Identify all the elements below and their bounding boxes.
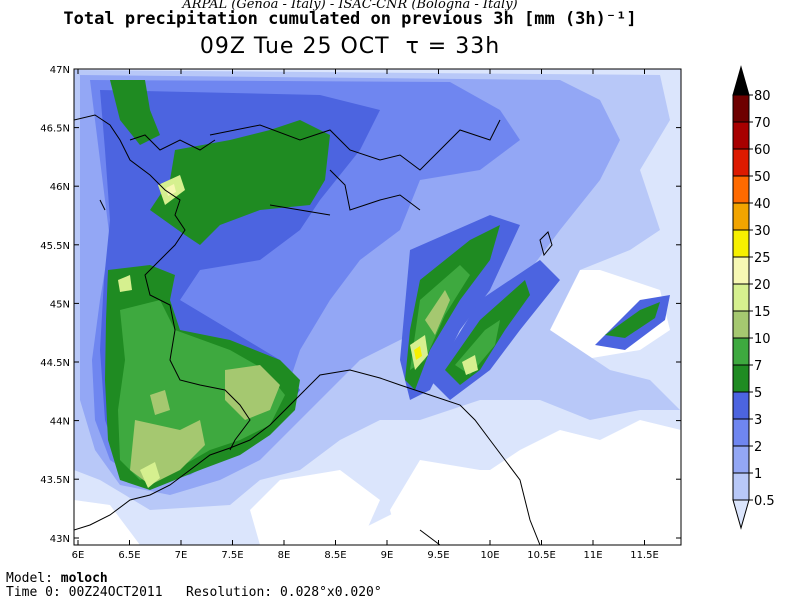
no-precip-area [390,460,520,545]
colorbar-segment [732,283,750,312]
colorbar-segment [732,202,750,231]
precip-level-7 [110,80,160,145]
colorbar-label: 80 [754,89,771,104]
colorbar-segment [732,256,750,285]
lon-tick-label: 11.5E [630,550,659,561]
valid-time: 09Z Tue 25 OCT [199,34,390,59]
lon-tick-label: 6E [72,550,85,561]
colorbar-segment [732,94,750,123]
map-title: Total precipitation cumulated on previou… [63,9,637,29]
time-value: 00Z24OCT2011 [68,585,163,600]
precip-level-15 [150,390,170,415]
colorbar-segment [732,364,750,393]
colorbar-label: 1 [754,467,762,482]
colorbar-segment [732,121,750,150]
precip-level-7 [605,302,660,338]
colorbar-segment [732,148,750,177]
lat-tick-label: 46N [50,182,70,193]
no-precip-area [74,500,140,545]
lon-tick-label: 10.5E [527,550,556,561]
colorbar-label: 5 [754,386,762,401]
model-value: moloch [60,571,108,586]
colorbar-label: 70 [754,116,771,131]
precip-level-7 [150,120,330,245]
model-line: Model: moloch [6,571,108,586]
lat-tick-label: 43.5N [40,475,70,486]
colorbar-segment [732,175,750,204]
colorbar-label: 50 [754,170,771,185]
colorbar-segment [732,337,750,366]
no-precip-area [250,470,380,545]
lon-tick-label: 7.5E [221,550,243,561]
lon-tick-label: 8.5E [324,550,346,561]
colorbar-label: 40 [754,197,771,212]
colorbar-cap-bottom [732,499,750,530]
latitude-axis: 47N 46.5N 46N 45.5N 45N 44.5N 44N 43.5N 43N [40,65,681,545]
lat-tick-label: 47N [50,65,70,76]
colorbar-segment [732,229,750,258]
model-label: Model: [6,571,53,586]
forecast-step: τ = 33h [405,34,501,59]
colorbar-label: 2 [754,440,762,455]
colorbar-label: 0.5 [754,494,775,509]
time-label: Time 0: [6,585,61,600]
longitude-axis: 6E 6.5E 7E 7.5E 8E 8.5E 9E 9.5E 10E 10.5E 11E 11.5E [72,69,659,561]
precip-level-20 [462,355,478,375]
valid-time-line: 09Z Tue 25 OCT τ = 33h [0,34,700,59]
colorbar-segment [732,391,750,420]
colorbar-segment [732,310,750,339]
lon-tick-label: 7E [175,550,188,561]
lon-tick-label: 9.5E [427,550,449,561]
lat-tick-label: 45N [50,299,70,310]
lat-tick-label: 44N [50,417,70,428]
lat-tick-label: 43N [50,534,70,545]
lon-tick-label: 10E [480,550,499,561]
colorbar-segment [732,445,750,474]
precip-level-20 [140,462,160,488]
resolution-label: Resolution: [186,585,273,600]
colorbar-cap-top [732,65,750,96]
precip-level-5 [400,215,520,400]
map-frame [73,68,682,546]
colorbar: 80 70 60 50 40 30 25 20 15 10 7 5 3 2 1 0.5 [732,65,775,530]
colorbar-label: 10 [754,332,771,347]
lon-tick-label: 6.5E [118,550,140,561]
lon-tick-label: 9E [381,550,394,561]
precip-level-15 [225,365,280,420]
precip-level-25 [166,184,176,196]
resolution-value: 0.028°x0.020° [279,585,382,600]
lat-tick-label: 46.5N [40,124,70,135]
precip-level-30 [414,346,422,360]
precip-level-20 [118,275,132,292]
colorbar-label: 3 [754,413,762,428]
colorbar-label: 60 [754,143,771,158]
lat-tick-label: 44.5N [40,358,70,369]
lat-tick-label: 45.5N [40,241,70,252]
colorbar-label: 7 [754,359,762,374]
colorbar-label: 20 [754,278,771,293]
lon-tick-label: 11E [583,550,602,561]
colorbar-label: 25 [754,251,771,266]
colorbar-segment [732,472,750,501]
credits-line: ARPAL (Genoa - Italy) - ISAC-CNR (Bologn… [182,0,518,12]
colorbar-label: 30 [754,224,771,239]
precip-level-15 [425,290,450,335]
colorbar-segment [732,418,750,447]
precipitation-field [74,69,681,545]
coastlines-borders [74,114,553,545]
colorbar-label: 15 [754,305,771,320]
time-line: Time 0: 00Z24OCT2011 Resolution: 0.028°x… [6,585,382,600]
lon-tick-label: 8E [278,550,291,561]
